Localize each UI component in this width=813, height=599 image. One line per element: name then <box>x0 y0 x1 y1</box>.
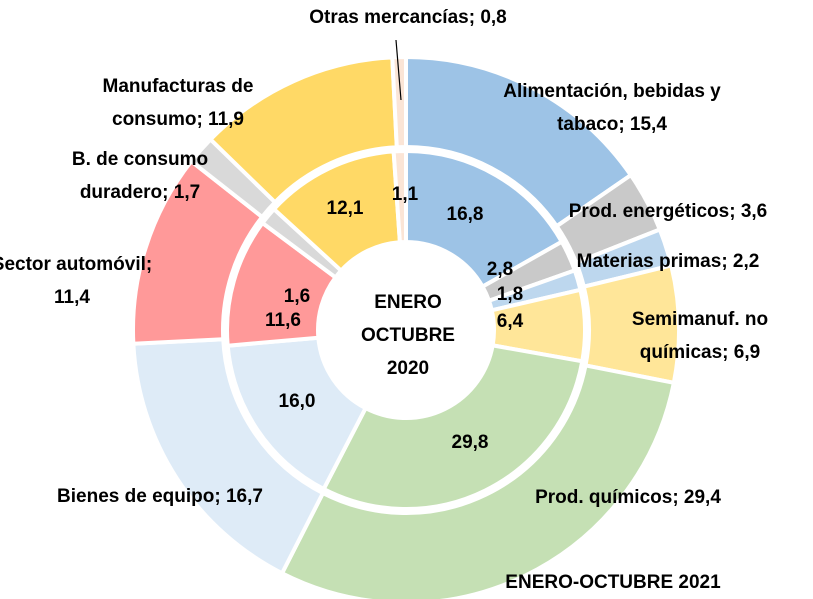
inner-label: 11,6 <box>265 310 301 331</box>
outer-label: duradero; 1,7 <box>80 182 200 203</box>
slice <box>404 149 564 289</box>
inner-label: 1,8 <box>497 284 523 305</box>
slice <box>321 343 585 511</box>
outer-label: Prod. energéticos; 3,6 <box>569 201 768 222</box>
center-line: ENERO <box>374 292 442 313</box>
outer-series-name: ENERO-OCTUBRE 2021 <box>505 572 721 593</box>
outer-label: tabaco; 15,4 <box>557 114 667 135</box>
outer-label: consumo; 11,9 <box>112 109 244 130</box>
center-line: 2020 <box>387 358 429 379</box>
inner-label: 6,4 <box>497 311 524 332</box>
slice <box>225 335 368 491</box>
inner-series-name: ENERO OCTUBRE 2020 <box>361 292 455 379</box>
inner-label: 2,8 <box>487 259 513 280</box>
outer-label: 11,4 <box>54 287 90 308</box>
inner-label: 16,8 <box>447 204 484 225</box>
slices <box>131 55 681 599</box>
inner-label: 16,0 <box>279 391 316 412</box>
slice <box>391 149 408 245</box>
outer-label: Otras mercancías; 0,8 <box>309 7 507 28</box>
outer-label: B. de consumo <box>72 149 208 170</box>
outer-label: Manufacturas de <box>103 76 254 97</box>
outer-label: Bienes de equipo; 16,7 <box>57 486 263 507</box>
outer-label: Prod. químicos; 29,4 <box>535 487 721 508</box>
outer-label: químicas; 6,9 <box>640 342 760 363</box>
center-line: OCTUBRE <box>361 325 455 346</box>
outer-label: Sector automóvil; <box>0 254 152 275</box>
inner-label: 1,6 <box>284 286 310 307</box>
inner-label: 12,1 <box>327 198 364 219</box>
outer-label: Semimanuf. no <box>632 309 768 330</box>
inner-label: 29,8 <box>452 432 489 453</box>
inner-label: 1,1 <box>392 184 419 205</box>
outer-label: Alimentación, bebidas y <box>503 81 721 102</box>
outer-label: Materias primas; 2,2 <box>577 251 760 272</box>
slice <box>280 363 676 599</box>
leader-line <box>395 39 402 101</box>
